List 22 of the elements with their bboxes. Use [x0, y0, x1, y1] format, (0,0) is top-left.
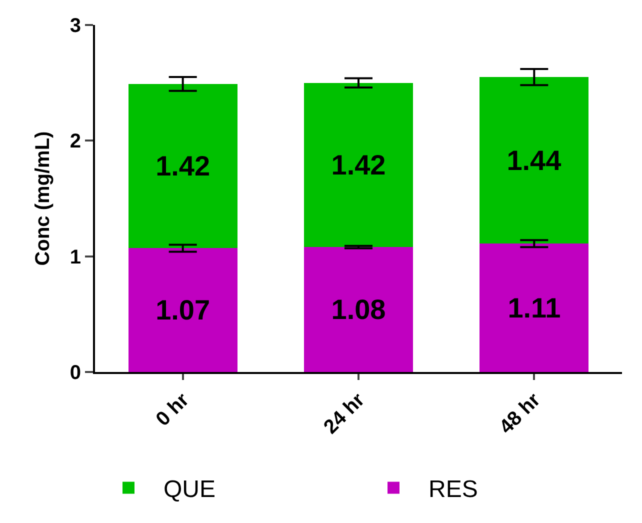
x-tick-label: 24 hr: [320, 388, 370, 438]
bar: [480, 77, 589, 244]
y-axis-title: Conc (mg/mL): [32, 131, 54, 266]
legend-label: QUE: [164, 476, 216, 504]
x-tick-label: 0 hr: [152, 388, 194, 431]
data-label: 1.44: [506, 144, 562, 176]
x-tick-label: 48 hr: [495, 388, 545, 438]
legend-label: RES: [428, 476, 478, 504]
data-label: 1.07: [156, 294, 210, 326]
data-label: 1.42: [156, 150, 210, 182]
y-tick-label: 1: [70, 246, 81, 268]
bar: [128, 84, 238, 248]
y-tick-label: 0: [70, 362, 81, 384]
data-label: 1.08: [331, 294, 386, 326]
y-tick-label: 2: [70, 130, 81, 153]
data-label: 1.42: [331, 149, 386, 180]
bar: [128, 248, 238, 372]
data-label: 1.11: [508, 292, 561, 324]
bar: [304, 247, 413, 372]
y-tick-label: 3: [70, 15, 81, 37]
bar: [480, 244, 589, 372]
bar: [304, 82, 413, 248]
